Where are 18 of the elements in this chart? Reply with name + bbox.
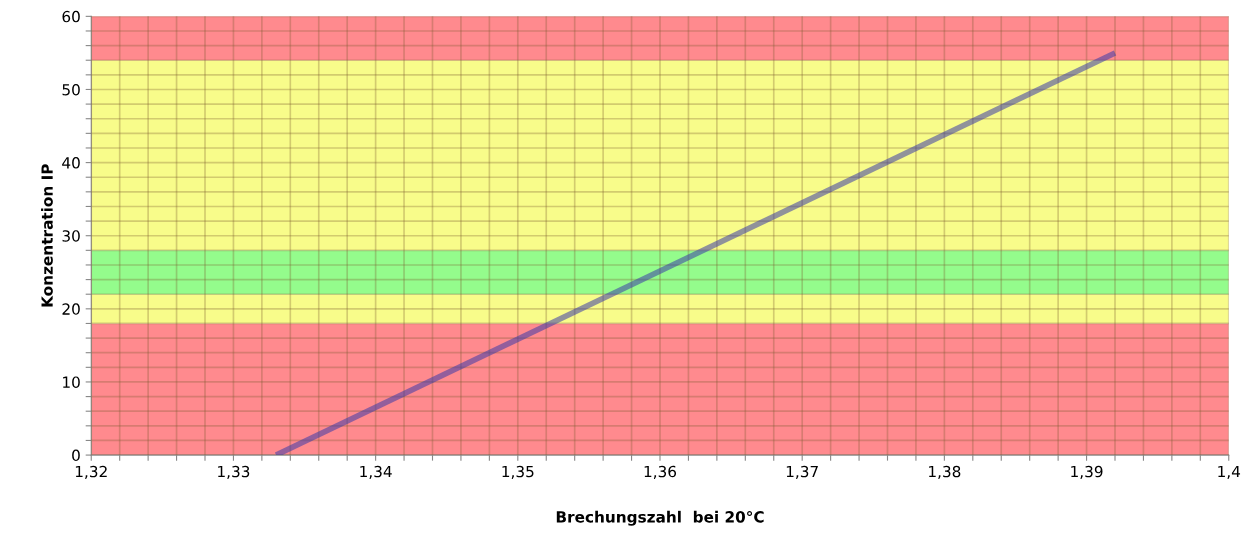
y-tick-label: 0 <box>72 449 80 462</box>
x-tick-label: 1,39 <box>1071 465 1103 479</box>
x-tick-label: 1,33 <box>218 465 250 479</box>
x-tick-label: 1,38 <box>929 465 961 479</box>
y-axis-title: Konzentration IP <box>41 164 53 307</box>
x-tick-label: 1,32 <box>75 465 107 479</box>
y-tick-label: 10 <box>63 376 80 388</box>
x-tick-label: 1,4 <box>1218 465 1241 479</box>
y-tick-label: 50 <box>62 83 80 96</box>
y-tick-label: 30 <box>62 230 80 242</box>
y-tick-label: 20 <box>62 303 80 315</box>
x-tick-label: 1,36 <box>644 465 677 479</box>
x-tick-label: 1,35 <box>502 465 534 479</box>
x-tick-label: 1,37 <box>786 465 818 479</box>
x-tick-label: 1,34 <box>360 465 392 479</box>
y-tick-label: 60 <box>62 10 80 23</box>
x-axis-title: Brechungszahl bei 20°C <box>556 510 764 526</box>
y-tick-label: 40 <box>62 157 80 169</box>
